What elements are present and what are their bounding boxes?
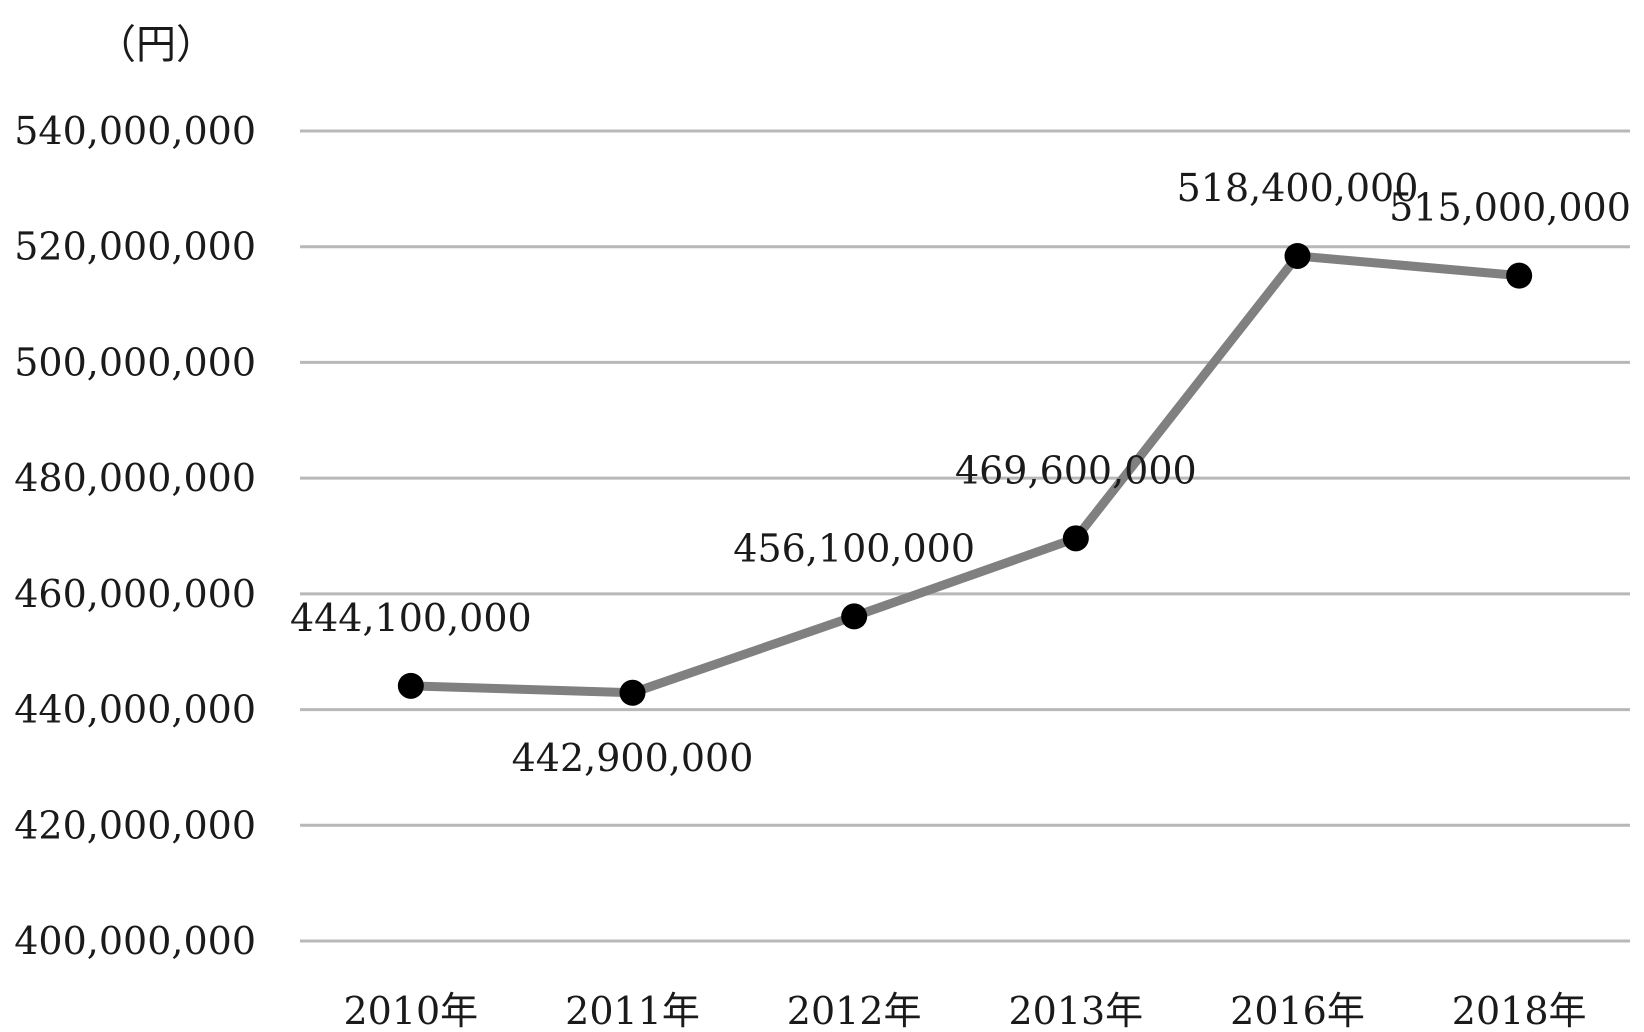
x-tick-label: 2012年: [787, 989, 922, 1032]
y-tick-label: 500,000,000: [14, 340, 256, 384]
x-tick-label: 2016年: [1230, 989, 1365, 1032]
data-label: 469,600,000: [955, 448, 1197, 492]
x-axis-tick-labels: 2010年 2011年 2012年 2013年 2016年 2018年: [343, 989, 1586, 1032]
data-point-marker: [1284, 242, 1311, 269]
data-label: 456,100,000: [733, 526, 975, 570]
gridlines: [300, 129, 1630, 943]
data-point-marker: [1062, 525, 1089, 552]
data-point-marker: [397, 672, 424, 699]
y-tick-label: 420,000,000: [14, 803, 256, 847]
data-markers: [397, 242, 1533, 706]
data-labels: 444,100,000 442,900,000 456,100,000 469,600…: [290, 166, 1631, 780]
data-point-marker: [841, 603, 868, 630]
data-label: 515,000,000: [1389, 186, 1631, 230]
y-tick-label: 460,000,000: [14, 572, 256, 616]
y-axis-unit-label: （円）: [96, 22, 216, 68]
y-tick-label: 540,000,000: [14, 109, 256, 153]
series-line: [406, 251, 1524, 698]
y-tick-label: 520,000,000: [14, 225, 256, 269]
series-line-group: [406, 251, 1524, 698]
x-tick-label: 2010年: [343, 989, 478, 1032]
data-point-marker: [619, 679, 646, 706]
data-label: 444,100,000: [290, 596, 532, 640]
x-tick-label: 2011年: [565, 989, 700, 1032]
y-tick-label: 400,000,000: [14, 919, 256, 963]
x-tick-label: 2018年: [1452, 989, 1587, 1032]
x-tick-label: 2013年: [1008, 989, 1143, 1032]
data-point-marker: [1506, 262, 1533, 289]
y-tick-label: 480,000,000: [14, 456, 256, 500]
y-axis-tick-labels: 400,000,000 420,000,000 440,000,000 460,000…: [14, 109, 256, 963]
data-label: 442,900,000: [512, 736, 754, 780]
data-label: 518,400,000: [1177, 166, 1419, 210]
y-tick-label: 440,000,000: [14, 688, 256, 732]
